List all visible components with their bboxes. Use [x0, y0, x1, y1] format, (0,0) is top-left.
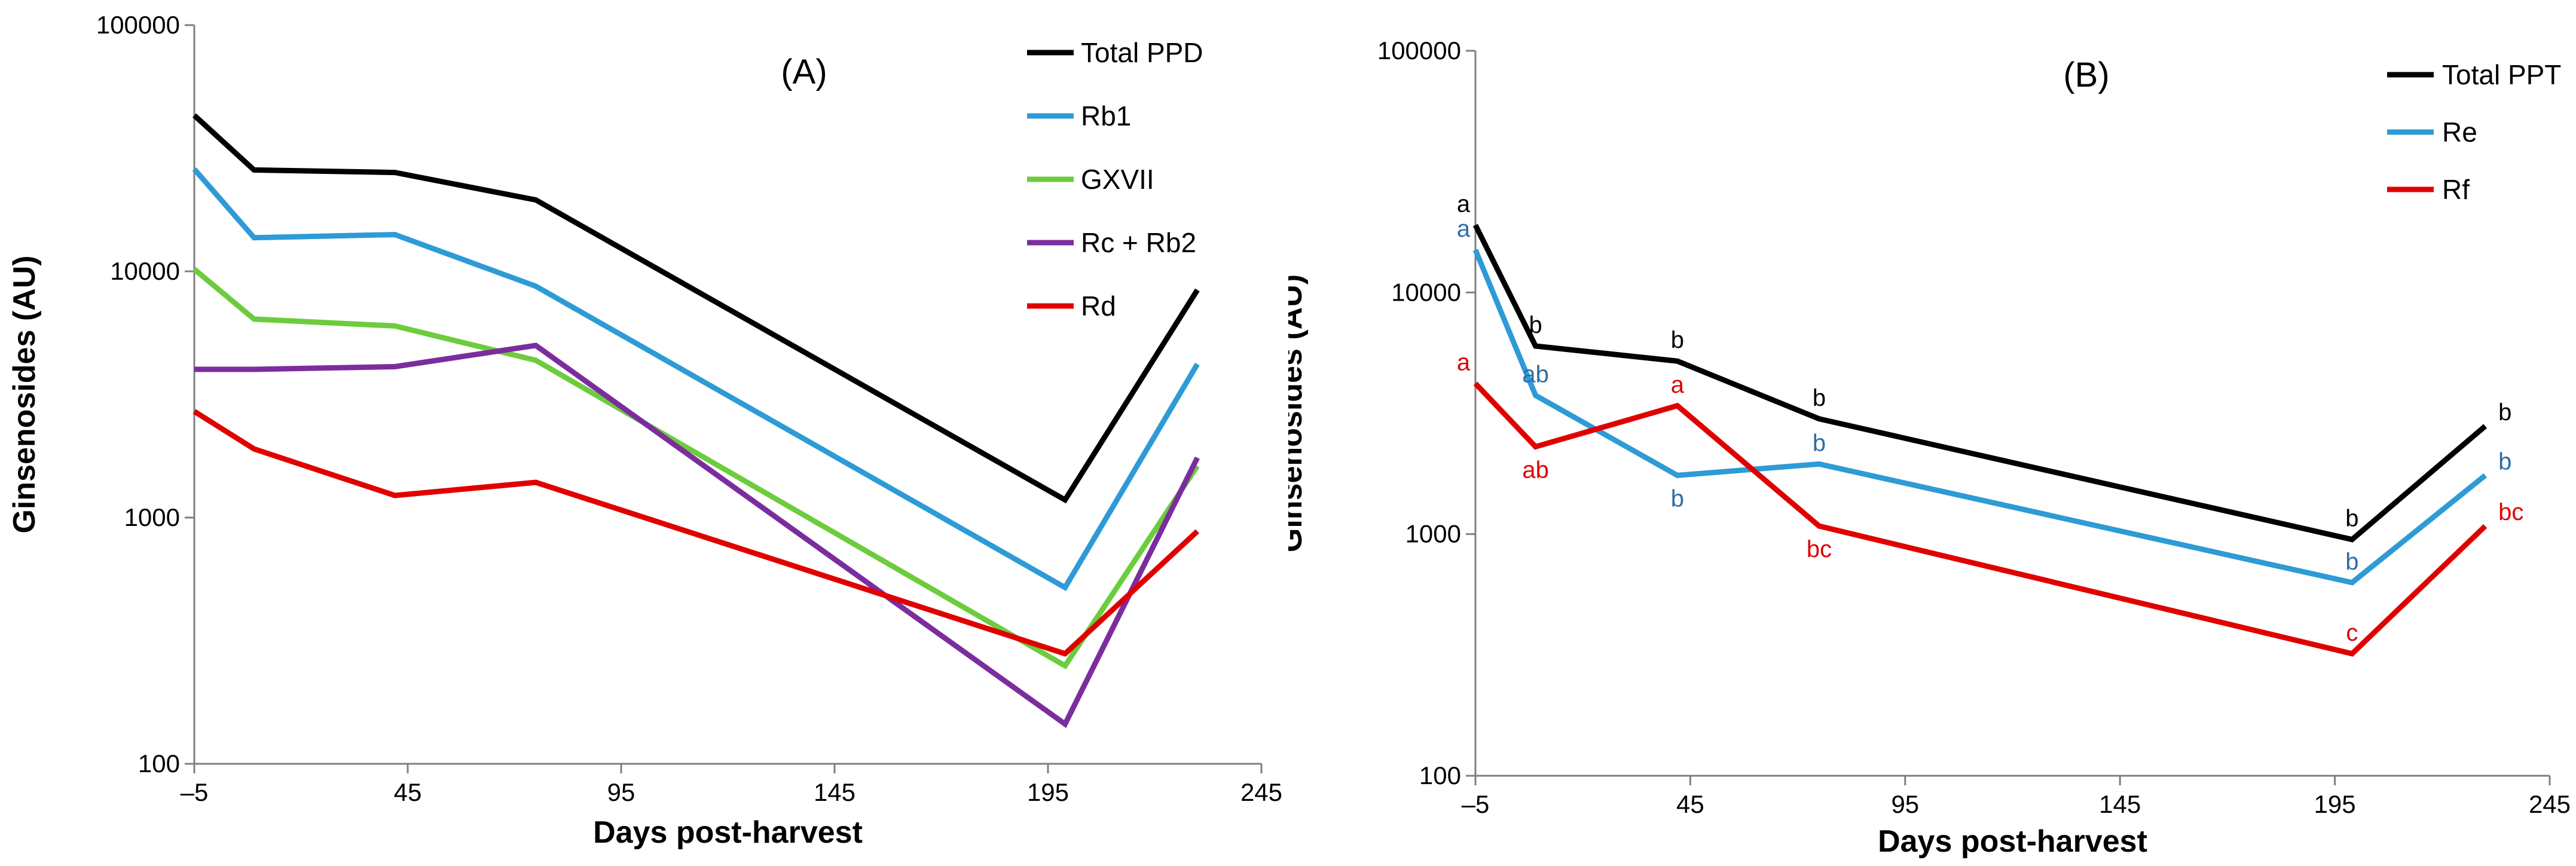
y-tick-label: 100000: [1377, 36, 1461, 65]
significance-label: b: [1813, 385, 1826, 411]
legend-label-rb1: Rb1: [1081, 100, 1131, 131]
significance-label: b: [2345, 549, 2358, 575]
x-tick-label: –5: [181, 778, 209, 806]
x-tick-label: 45: [394, 778, 422, 806]
panel-label: (B): [2063, 56, 2109, 94]
x-tick-label: 45: [1676, 790, 1704, 818]
significance-label: b: [2345, 506, 2358, 532]
significance-label: ab: [1522, 457, 1549, 483]
series-line-rc-rb2: [194, 342, 1200, 729]
y-tick-label: 100: [1419, 761, 1461, 790]
y-tick-label: 10000: [1391, 278, 1461, 306]
significance-label: b: [1671, 327, 1684, 353]
series-line-gxvii: [192, 267, 1200, 670]
legend-label-re: Re: [2442, 117, 2477, 148]
x-tick-label: 245: [2529, 790, 2571, 818]
legend-label-total-ppd: Total PPD: [1081, 37, 1203, 68]
x-tick-label: –5: [1462, 790, 1490, 818]
significance-label: c: [2346, 620, 2358, 646]
significance-label: ab: [1522, 362, 1549, 388]
significance-label: b: [1671, 485, 1684, 512]
significance-label: bc: [1807, 536, 1832, 562]
y-tick-label: 1000: [1405, 520, 1461, 548]
x-tick-label: 95: [1891, 790, 1919, 818]
significance-label: a: [1457, 350, 1471, 376]
panel-label: (A): [781, 53, 827, 91]
series-line-re: [1472, 249, 2488, 586]
x-tick-label: 145: [814, 778, 855, 806]
y-tick-label: 100: [138, 749, 180, 778]
series-line-rb1: [192, 167, 1200, 592]
series-line-total-ppd: [192, 113, 1200, 504]
legend-label-rc-rb2: Rc + Rb2: [1081, 227, 1196, 258]
x-tick-label: 195: [1027, 778, 1069, 806]
chart-panel-a: 100 1000 10000 100000 –5 45 95 145 195 245 Days po…: [7, 11, 1282, 850]
y-tick-label: 100000: [96, 11, 180, 39]
y-tick-label: 10000: [110, 257, 180, 285]
x-tick-label: 145: [2099, 790, 2141, 818]
x-tick-label: 95: [607, 778, 635, 806]
chart-a-svg: 100 1000 10000 100000 –5 45 95 145 195 245 Days po…: [7, 11, 1282, 850]
legend-label-total-ppt: Total PPT: [2442, 59, 2561, 90]
significance-label: b: [1813, 430, 1826, 456]
legend-label-rf: Rf: [2442, 174, 2470, 205]
significance-label: a: [1457, 191, 1471, 218]
significance-label: b: [2498, 448, 2511, 475]
chart-panel-b: 100 1000 10000 100000 –5 45 95 145 195 245 Days po…: [1288, 0, 2576, 866]
y-axis-title: Ginsenosides (AU): [1288, 274, 1309, 552]
y-axis-title: Ginsenosides (AU): [7, 255, 42, 533]
significance-label: a: [1671, 372, 1685, 398]
y-tick-label: 1000: [124, 503, 180, 531]
significance-label: a: [1457, 216, 1471, 242]
x-axis-title: Days post-harvest: [1878, 824, 2147, 859]
series-line-total-ppt: [1472, 224, 2488, 543]
x-tick-label: 245: [1240, 778, 1282, 806]
series-line-rf: [1473, 381, 2488, 657]
chart-b-svg: 100 1000 10000 100000 –5 45 95 145 195 245 Days po…: [1288, 36, 2571, 859]
significance-label: b: [1529, 312, 1542, 338]
legend-label-gxvii: GXVII: [1081, 164, 1154, 195]
series-line-rd: [192, 409, 1199, 657]
x-tick-label: 195: [2314, 790, 2356, 818]
significance-label: b: [2498, 399, 2511, 426]
significance-label: bc: [2498, 499, 2523, 525]
x-axis-title: Days post-harvest: [593, 815, 863, 850]
legend-label-rd: Rd: [1081, 290, 1116, 322]
